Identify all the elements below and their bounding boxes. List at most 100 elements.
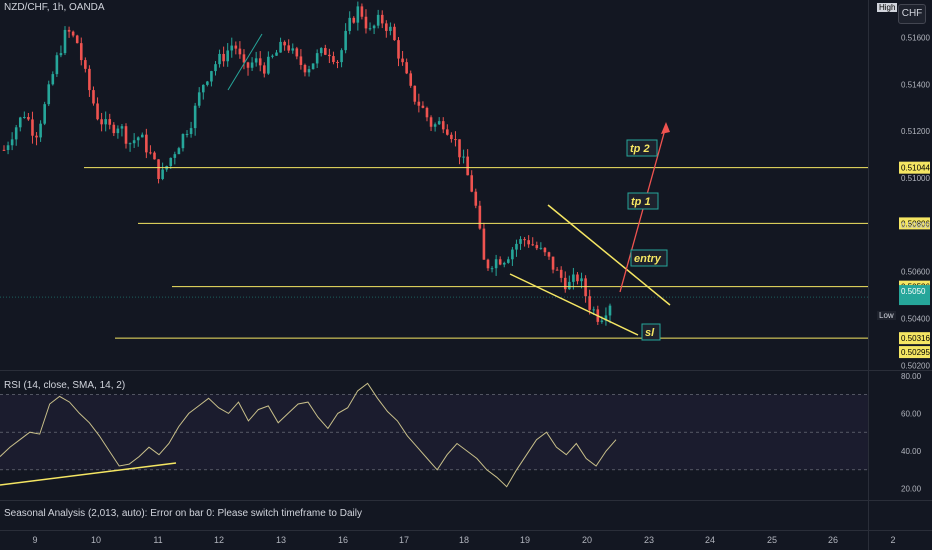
candle bbox=[31, 111, 34, 144]
candle bbox=[364, 9, 368, 34]
price-tick-label: 0.50400 bbox=[901, 314, 930, 323]
annotation-tp-1[interactable]: tp 1 bbox=[627, 192, 659, 210]
candle bbox=[165, 165, 168, 172]
drawings[interactable]: tp 2 tp 1 entry sl bbox=[227, 33, 671, 341]
candle bbox=[576, 272, 579, 285]
candle bbox=[210, 70, 213, 87]
time-tick-label: 18 bbox=[459, 535, 469, 545]
candle bbox=[559, 266, 563, 283]
rsi-pane: 80.00 60.00 40.00 20.00 bbox=[0, 372, 922, 494]
price-axis[interactable]: 0.51600 0.51400 0.51200 0.51000 0.50800 0.506… bbox=[901, 33, 930, 370]
candle bbox=[311, 63, 315, 70]
price-tick-label: 0.50600 bbox=[901, 268, 930, 277]
annotation-entry[interactable]: entry bbox=[630, 249, 668, 267]
candle bbox=[352, 16, 356, 24]
price-tick-label: 0.50800 bbox=[901, 221, 930, 230]
candle bbox=[344, 23, 347, 54]
candle bbox=[262, 62, 266, 78]
level-price-label: 0.50316 bbox=[901, 334, 930, 343]
candle bbox=[588, 289, 591, 315]
svg-text:tp 2: tp 2 bbox=[630, 143, 650, 155]
candle bbox=[218, 49, 221, 68]
candle bbox=[401, 50, 404, 66]
candles bbox=[2, 1, 612, 326]
candle bbox=[128, 142, 132, 152]
candle bbox=[409, 70, 413, 88]
indicator-error-message: Seasonal Analysis (2,013, auto): Error o… bbox=[4, 508, 362, 519]
time-tick-label: 17 bbox=[399, 535, 409, 545]
candle bbox=[287, 39, 290, 54]
svg-text:sl: sl bbox=[645, 327, 655, 339]
candle bbox=[356, 1, 360, 31]
candle bbox=[332, 51, 335, 65]
candle bbox=[104, 111, 107, 132]
candle bbox=[580, 272, 583, 289]
candle bbox=[348, 11, 352, 35]
candle bbox=[498, 256, 502, 266]
candle bbox=[478, 200, 482, 230]
candle bbox=[173, 151, 177, 165]
candle bbox=[376, 9, 380, 29]
candle bbox=[380, 10, 384, 29]
candle bbox=[547, 251, 551, 260]
candle bbox=[563, 271, 567, 293]
candle bbox=[515, 239, 518, 257]
time-tick-label: 13 bbox=[276, 535, 286, 545]
candle bbox=[71, 30, 75, 38]
arrow-head bbox=[661, 122, 670, 134]
candle bbox=[84, 57, 87, 73]
candle bbox=[572, 267, 575, 290]
candle bbox=[441, 117, 445, 134]
candle bbox=[295, 46, 299, 60]
trend-line[interactable] bbox=[227, 33, 263, 91]
level-price-tag bbox=[899, 161, 930, 174]
candle bbox=[372, 24, 376, 35]
candle bbox=[55, 52, 59, 77]
candle bbox=[149, 145, 152, 155]
candle bbox=[193, 102, 197, 136]
currency-button[interactable]: CHF bbox=[898, 4, 926, 24]
candle bbox=[466, 149, 469, 176]
annotation-sl[interactable]: sl bbox=[641, 323, 661, 341]
candle bbox=[368, 22, 372, 31]
candle bbox=[181, 133, 185, 152]
time-axis[interactable]: 9 10 11 12 13 16 17 18 19 20 23 24 25 26 2 bbox=[32, 535, 895, 545]
candle bbox=[604, 307, 608, 326]
candle bbox=[555, 267, 559, 271]
level-price-label: 0.50806 bbox=[901, 219, 930, 228]
candle bbox=[140, 132, 144, 138]
wedge-lower-line[interactable] bbox=[509, 273, 639, 336]
candle bbox=[454, 131, 457, 147]
time-tick-label: 12 bbox=[214, 535, 224, 545]
candle bbox=[360, 3, 364, 20]
candle bbox=[112, 122, 116, 137]
candle bbox=[43, 101, 46, 126]
candle bbox=[319, 47, 323, 57]
level-price-tag bbox=[899, 346, 930, 359]
rsi-tick-label: 20.00 bbox=[901, 485, 922, 494]
horizontal-levels[interactable]: 0.510440.508060.505360.503160.502950.505… bbox=[0, 161, 930, 359]
price-tick-label: 0.51000 bbox=[901, 174, 930, 183]
candle bbox=[185, 130, 189, 138]
candle bbox=[397, 37, 400, 67]
level-price-tag bbox=[899, 332, 930, 345]
wedge-upper-line[interactable] bbox=[547, 204, 671, 306]
time-tick-label: 16 bbox=[338, 535, 348, 545]
candle bbox=[511, 247, 514, 266]
candle bbox=[18, 116, 22, 132]
candle bbox=[14, 124, 18, 146]
candle bbox=[303, 63, 307, 77]
candle bbox=[246, 61, 250, 76]
level-price-tag bbox=[899, 217, 930, 230]
low-tag: Low bbox=[877, 311, 896, 320]
candle bbox=[35, 132, 38, 146]
candle bbox=[539, 242, 543, 250]
candle bbox=[523, 237, 526, 247]
candle bbox=[169, 157, 173, 169]
annotation-tp-2[interactable]: tp 2 bbox=[626, 139, 658, 157]
candle bbox=[474, 188, 478, 209]
rsi-trend-line[interactable] bbox=[0, 462, 177, 486]
candle bbox=[100, 112, 103, 132]
